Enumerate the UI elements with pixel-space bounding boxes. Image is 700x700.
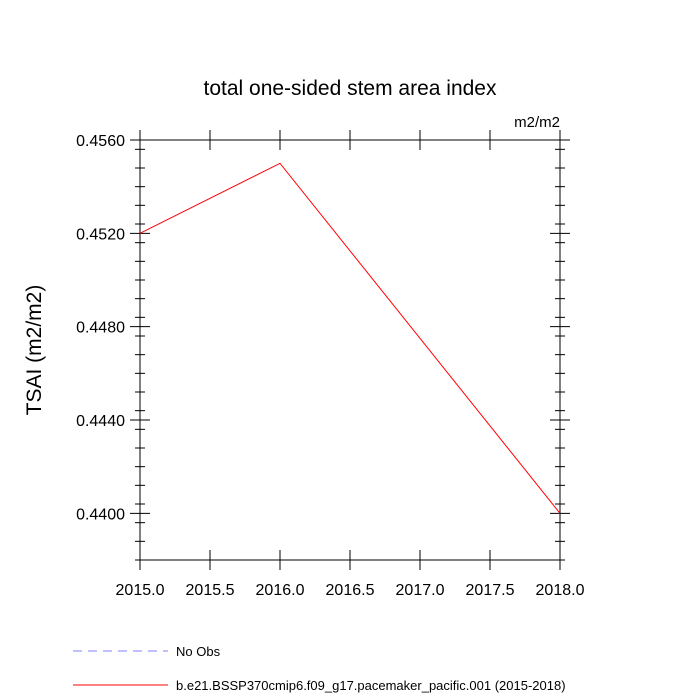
axis-ticks <box>130 130 570 570</box>
units-label: m2/m2 <box>514 114 560 131</box>
x-tick-label: 2018.0 <box>536 582 585 599</box>
x-tick-label: 2015.0 <box>116 582 165 599</box>
legend-label: No Obs <box>176 644 221 659</box>
x-tick-labels: 2015.0 2015.5 2016.0 2016.5 2017.0 2017.5 2018… <box>116 582 585 599</box>
series-lines <box>139 162 561 514</box>
y-axis-label: TSAI (m2/m2) <box>23 285 46 416</box>
plot-frame <box>139 139 561 561</box>
y-tick-label: 0.4480 <box>76 320 125 337</box>
y-tick-label: 0.4520 <box>76 226 125 243</box>
series-line <box>139 162 561 514</box>
y-tick-label: 0.4560 <box>76 133 125 150</box>
legend: No Obs b.e21.BSSP370cmip6.f09_g17.pacemak… <box>73 644 566 693</box>
y-tick-label: 0.4440 <box>76 413 125 430</box>
y-tick-labels: 0.4400 0.4440 0.4480 0.4520 0.4560 <box>76 133 125 523</box>
x-tick-label: 2015.5 <box>186 582 235 599</box>
chart-title: total one-sided stem area index <box>203 77 497 100</box>
x-tick-label: 2016.0 <box>256 582 305 599</box>
y-tick-label: 0.4400 <box>76 506 125 523</box>
x-tick-label: 2017.0 <box>396 582 445 599</box>
x-tick-label: 2016.5 <box>326 582 375 599</box>
x-tick-label: 2017.5 <box>466 582 515 599</box>
legend-label: b.e21.BSSP370cmip6.f09_g17.pacemaker_pac… <box>176 678 566 693</box>
